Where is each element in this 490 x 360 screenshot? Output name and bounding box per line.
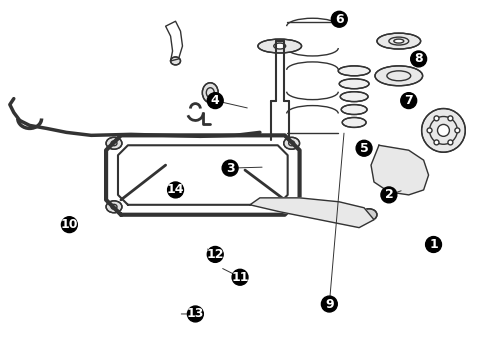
- Ellipse shape: [361, 209, 377, 221]
- Ellipse shape: [427, 128, 432, 133]
- Ellipse shape: [284, 137, 299, 149]
- Circle shape: [232, 269, 248, 285]
- Ellipse shape: [341, 105, 367, 114]
- Circle shape: [426, 237, 441, 252]
- Ellipse shape: [438, 125, 449, 136]
- Ellipse shape: [106, 137, 122, 149]
- Text: 9: 9: [325, 297, 334, 311]
- Text: 1: 1: [429, 238, 438, 251]
- Ellipse shape: [421, 109, 465, 152]
- Circle shape: [356, 140, 372, 156]
- Ellipse shape: [258, 39, 301, 53]
- Ellipse shape: [448, 140, 453, 145]
- Circle shape: [61, 217, 77, 233]
- Ellipse shape: [448, 116, 453, 121]
- Circle shape: [188, 306, 203, 322]
- Ellipse shape: [106, 201, 122, 213]
- Polygon shape: [250, 198, 374, 228]
- Ellipse shape: [340, 92, 368, 102]
- Ellipse shape: [339, 79, 369, 89]
- Text: 6: 6: [335, 13, 343, 26]
- Text: 3: 3: [226, 162, 234, 175]
- Text: 4: 4: [211, 94, 220, 107]
- Text: 8: 8: [415, 53, 423, 66]
- Ellipse shape: [375, 66, 422, 86]
- Ellipse shape: [171, 57, 180, 65]
- Text: 5: 5: [360, 142, 368, 155]
- Text: 2: 2: [385, 188, 393, 201]
- Ellipse shape: [394, 39, 404, 43]
- Ellipse shape: [342, 117, 366, 127]
- Polygon shape: [371, 145, 429, 195]
- Ellipse shape: [434, 140, 439, 145]
- Text: 10: 10: [61, 218, 78, 231]
- Text: 14: 14: [167, 184, 184, 197]
- Ellipse shape: [274, 43, 286, 49]
- Text: 7: 7: [404, 94, 413, 107]
- Ellipse shape: [202, 83, 218, 103]
- Circle shape: [401, 93, 416, 109]
- Ellipse shape: [284, 201, 299, 213]
- Circle shape: [381, 187, 397, 203]
- Ellipse shape: [338, 66, 370, 76]
- Circle shape: [207, 93, 223, 109]
- Circle shape: [222, 160, 238, 176]
- Ellipse shape: [434, 116, 439, 121]
- Text: 13: 13: [187, 307, 204, 320]
- Text: 12: 12: [206, 248, 224, 261]
- Circle shape: [168, 182, 183, 198]
- Circle shape: [321, 296, 337, 312]
- Text: 11: 11: [231, 271, 249, 284]
- Circle shape: [411, 51, 427, 67]
- Ellipse shape: [377, 33, 420, 49]
- Ellipse shape: [455, 128, 460, 133]
- Circle shape: [207, 247, 223, 262]
- Circle shape: [331, 11, 347, 27]
